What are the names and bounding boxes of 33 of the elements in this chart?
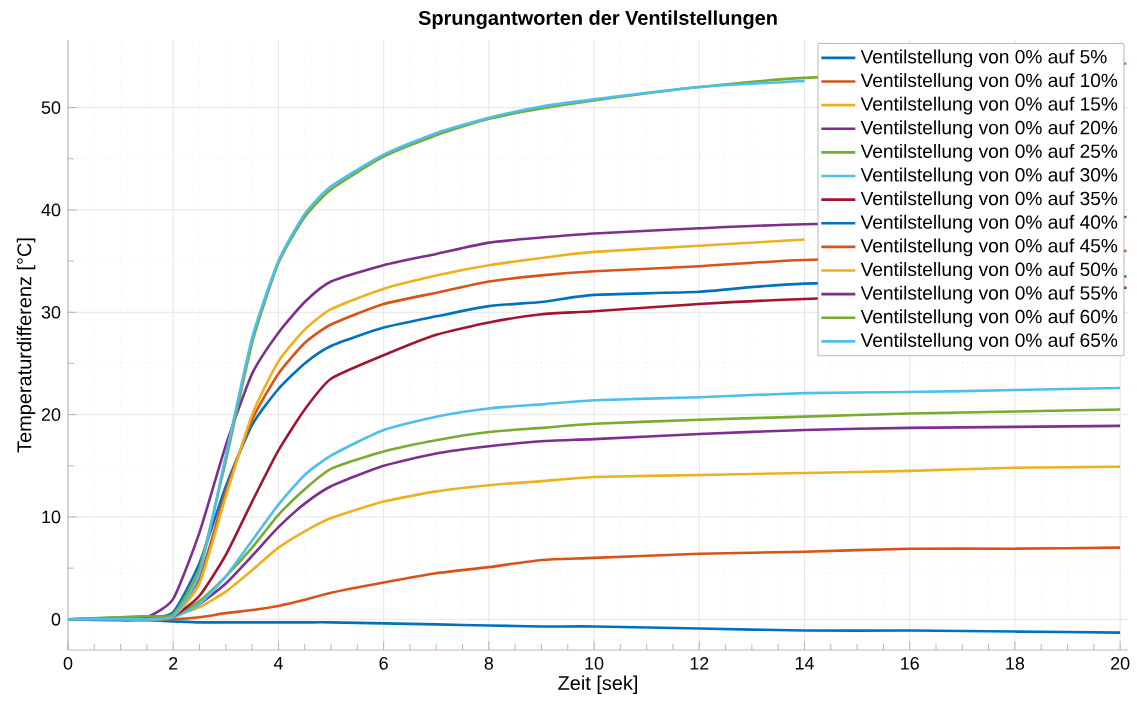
x-tick-label: 14 <box>795 657 814 670</box>
x-tick-label: 18 <box>1006 657 1025 670</box>
y-tick-label: 0 <box>51 612 61 626</box>
legend-label: Ventilstellung von 0% auf 15% <box>860 96 1118 115</box>
legend-label: Ventilstellung von 0% auf 35% <box>860 191 1118 209</box>
x-tick-label: 4 <box>273 657 283 670</box>
legend-label: Ventilstellung von 0% auf 55% <box>860 285 1118 304</box>
legend-label: Ventilstellung von 0% auf 20% <box>860 120 1118 139</box>
legend-label: Ventilstellung von 0% auf 65% <box>860 332 1118 351</box>
chart-title: Sprungantworten der Ventilstellungen <box>418 10 777 29</box>
legend-label: Ventilstellung von 0% auf 10% <box>860 73 1118 91</box>
legend-label: Ventilstellung von 0% auf 45% <box>860 238 1118 257</box>
legend-label: Ventilstellung von 0% auf 30% <box>860 167 1118 186</box>
x-tick-label: 6 <box>379 657 388 670</box>
legend-label: Ventilstellung von 0% auf 40% <box>860 214 1118 233</box>
x-tick-label: 20 <box>1111 657 1130 670</box>
legend-label: Ventilstellung von 0% auf 50% <box>860 262 1118 280</box>
y-axis-title: Temperaturdifferenz [°C] <box>16 238 36 453</box>
legend-label: Ventilstellung von 0% auf 5% <box>860 49 1107 68</box>
y-tick-label: 30 <box>41 305 61 319</box>
legend-label: Ventilstellung von 0% auf 25% <box>860 143 1118 162</box>
y-tick-label: 10 <box>42 510 61 524</box>
y-tick-label: 40 <box>41 203 61 217</box>
x-tick-label: 2 <box>169 657 178 670</box>
x-tick-label: 16 <box>901 657 919 670</box>
x-tick-label: 8 <box>484 657 494 670</box>
x-axis-title: Zeit [sek] <box>558 675 637 694</box>
legend-label: Ventilstellung von 0% auf 60% <box>860 309 1118 328</box>
y-tick-label: 20 <box>41 408 61 421</box>
x-tick-label: 12 <box>690 657 709 670</box>
x-tick-label: 0 <box>63 657 73 670</box>
y-tick-label: 50 <box>41 101 61 114</box>
x-tick-label: 10 <box>585 657 604 670</box>
